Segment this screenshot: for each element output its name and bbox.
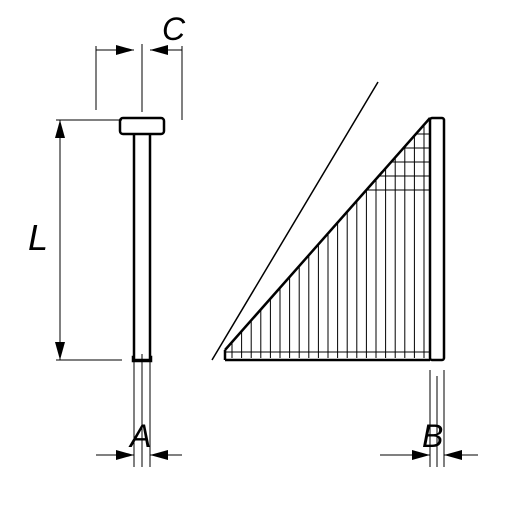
hatch-grid [225,100,430,358]
technical-drawing: C L A B [0,0,510,510]
dim-label-L: L [28,217,48,258]
dim-label-B: B [422,418,443,454]
right-part [212,82,430,360]
dim-label-A: A [128,418,151,454]
dim-label-C: C [162,11,186,47]
